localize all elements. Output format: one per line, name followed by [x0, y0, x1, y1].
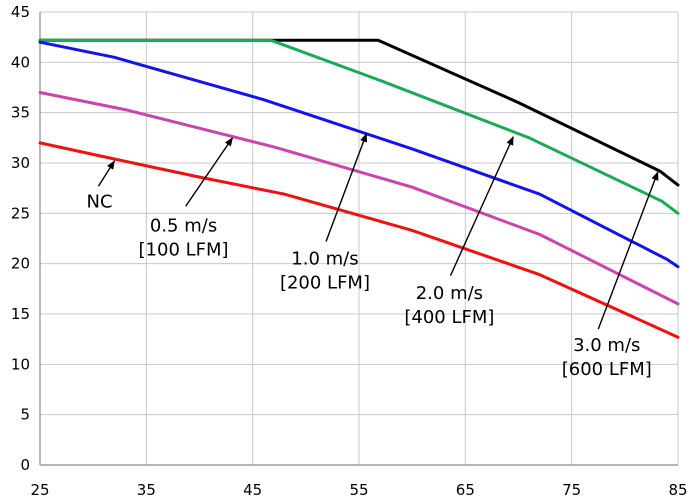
chart-annotations: NC 0.5 m/s [100 LFM] 1.0 m/s [200 LFM] 2.0 m/… [87, 132, 659, 380]
y-tick-label: 10 [11, 355, 30, 373]
x-tick-label: 55 [349, 481, 368, 499]
annotation-label-v30: [600 LFM] [562, 359, 652, 380]
annotation-label-v10: [200 LFM] [280, 273, 370, 294]
chart-axes [39, 12, 678, 466]
series-line-4 [38, 141, 680, 339]
x-tick-label: 45 [243, 481, 262, 499]
series-line-3 [38, 91, 680, 306]
y-tick-label: 15 [11, 305, 30, 323]
x-tick-label: 75 [562, 481, 581, 499]
annotation-label-nc: NC [87, 191, 113, 212]
x-tick-label: 85 [668, 481, 687, 499]
x-tick-label: 35 [137, 481, 156, 499]
y-tick-label: 40 [11, 53, 30, 71]
annotation-arrow-v30 [597, 171, 659, 330]
y-tick-label: 45 [11, 3, 30, 21]
annotation-label-v20: [400 LFM] [404, 307, 494, 328]
annotation-label-v05: [100 LFM] [139, 239, 229, 260]
x-tick-label: 25 [30, 481, 49, 499]
chart-series [38, 38, 680, 339]
y-tick-label: 35 [11, 104, 30, 122]
chart-grid [39, 11, 679, 466]
annotation-label-v20: 2.0 m/s [416, 283, 483, 304]
y-tick-label: 25 [11, 204, 30, 222]
x-tick-label: 65 [456, 481, 475, 499]
y-tick-label: 0 [20, 456, 30, 474]
annotation-label-v05: 0.5 m/s [150, 215, 217, 236]
annotation-label-v10: 1.0 m/s [291, 249, 358, 270]
y-tick-label: 5 [20, 406, 30, 424]
annotation-arrow-v10 [325, 132, 368, 242]
annotation-arrow-v05 [185, 137, 234, 207]
y-tick-label: 20 [11, 255, 30, 273]
series-line-2 [38, 40, 680, 269]
annotation-label-v30: 3.0 m/s [573, 335, 640, 356]
y-tick-label: 30 [11, 154, 30, 172]
annotation-arrow-nc [97, 160, 116, 187]
chart-tick-labels: 0 5 10 15 20 25 30 35 40 45 25 35 45 55 65 75 85 [11, 3, 688, 499]
series-line-1 [38, 38, 680, 215]
annotation-arrow-v20 [449, 136, 514, 277]
